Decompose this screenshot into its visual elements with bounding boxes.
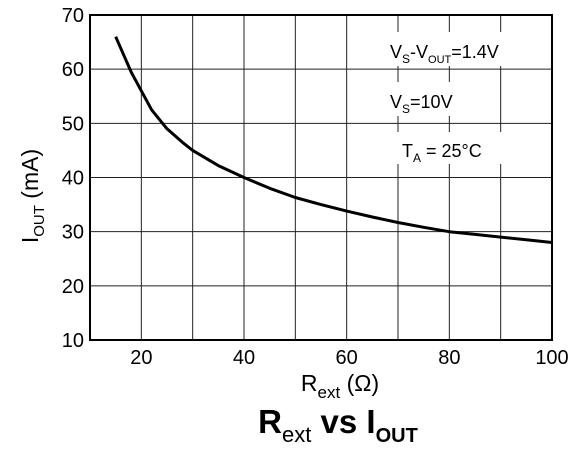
x-tick-label: 80	[438, 347, 460, 369]
y-tick-label: 20	[62, 276, 84, 298]
x-tick-labels: 20 40 60 80 100	[130, 347, 568, 369]
series-layer	[114, 36, 553, 244]
y-axis-label: IOUT (mA)	[17, 149, 48, 243]
y-tick-label: 10	[62, 330, 84, 352]
x-axis-label-sub: ext	[318, 383, 341, 402]
grid-layer	[90, 15, 552, 340]
chart-title: Rext vs IOUT	[258, 403, 418, 447]
y-tick-label: 60	[62, 59, 84, 81]
annotation-bg	[394, 132, 510, 164]
x-tick-label: 100	[535, 347, 568, 369]
x-tick-label: 60	[336, 347, 358, 369]
x-tick-label: 20	[130, 347, 152, 369]
annotation-text: VS-VOUT=1.4V	[390, 42, 499, 66]
chart-title-main: R	[258, 403, 282, 440]
x-axis-label-unit: (Ω)	[340, 370, 379, 396]
x-axis-label-main: R	[301, 370, 318, 396]
y-axis-label-main: I	[17, 237, 43, 243]
annotation-bg	[382, 32, 518, 66]
y-tick-label: 40	[62, 168, 84, 190]
annotation-backgrounds	[382, 32, 518, 164]
annotation-bg	[382, 82, 468, 116]
annotation-text: VS=10V	[390, 92, 453, 116]
y-tick-label: 50	[62, 113, 84, 135]
y-tick-labels: 10 20 30 40 50 60 70	[62, 5, 84, 352]
chart-title-i: I	[366, 403, 375, 440]
y-tick-label: 30	[62, 222, 84, 244]
series-line	[114, 36, 553, 244]
x-axis-label: Rext (Ω)	[301, 370, 379, 402]
annotation-layer: VS-VOUT=1.4V VS=10V TA = 25°C	[390, 42, 499, 165]
plot-frame	[89, 14, 553, 341]
annotation-text: TA = 25°C	[402, 141, 482, 165]
chart-title-main-sub: ext	[282, 422, 311, 447]
y-axis-label-sub: OUT	[31, 205, 48, 237]
y-axis-label-unit: (mA)	[17, 149, 43, 205]
chart-title-i-sub: OUT	[376, 425, 418, 447]
x-tick-label: 40	[233, 347, 255, 369]
chart-title-vs: vs	[311, 403, 366, 440]
y-tick-label: 70	[62, 5, 84, 27]
